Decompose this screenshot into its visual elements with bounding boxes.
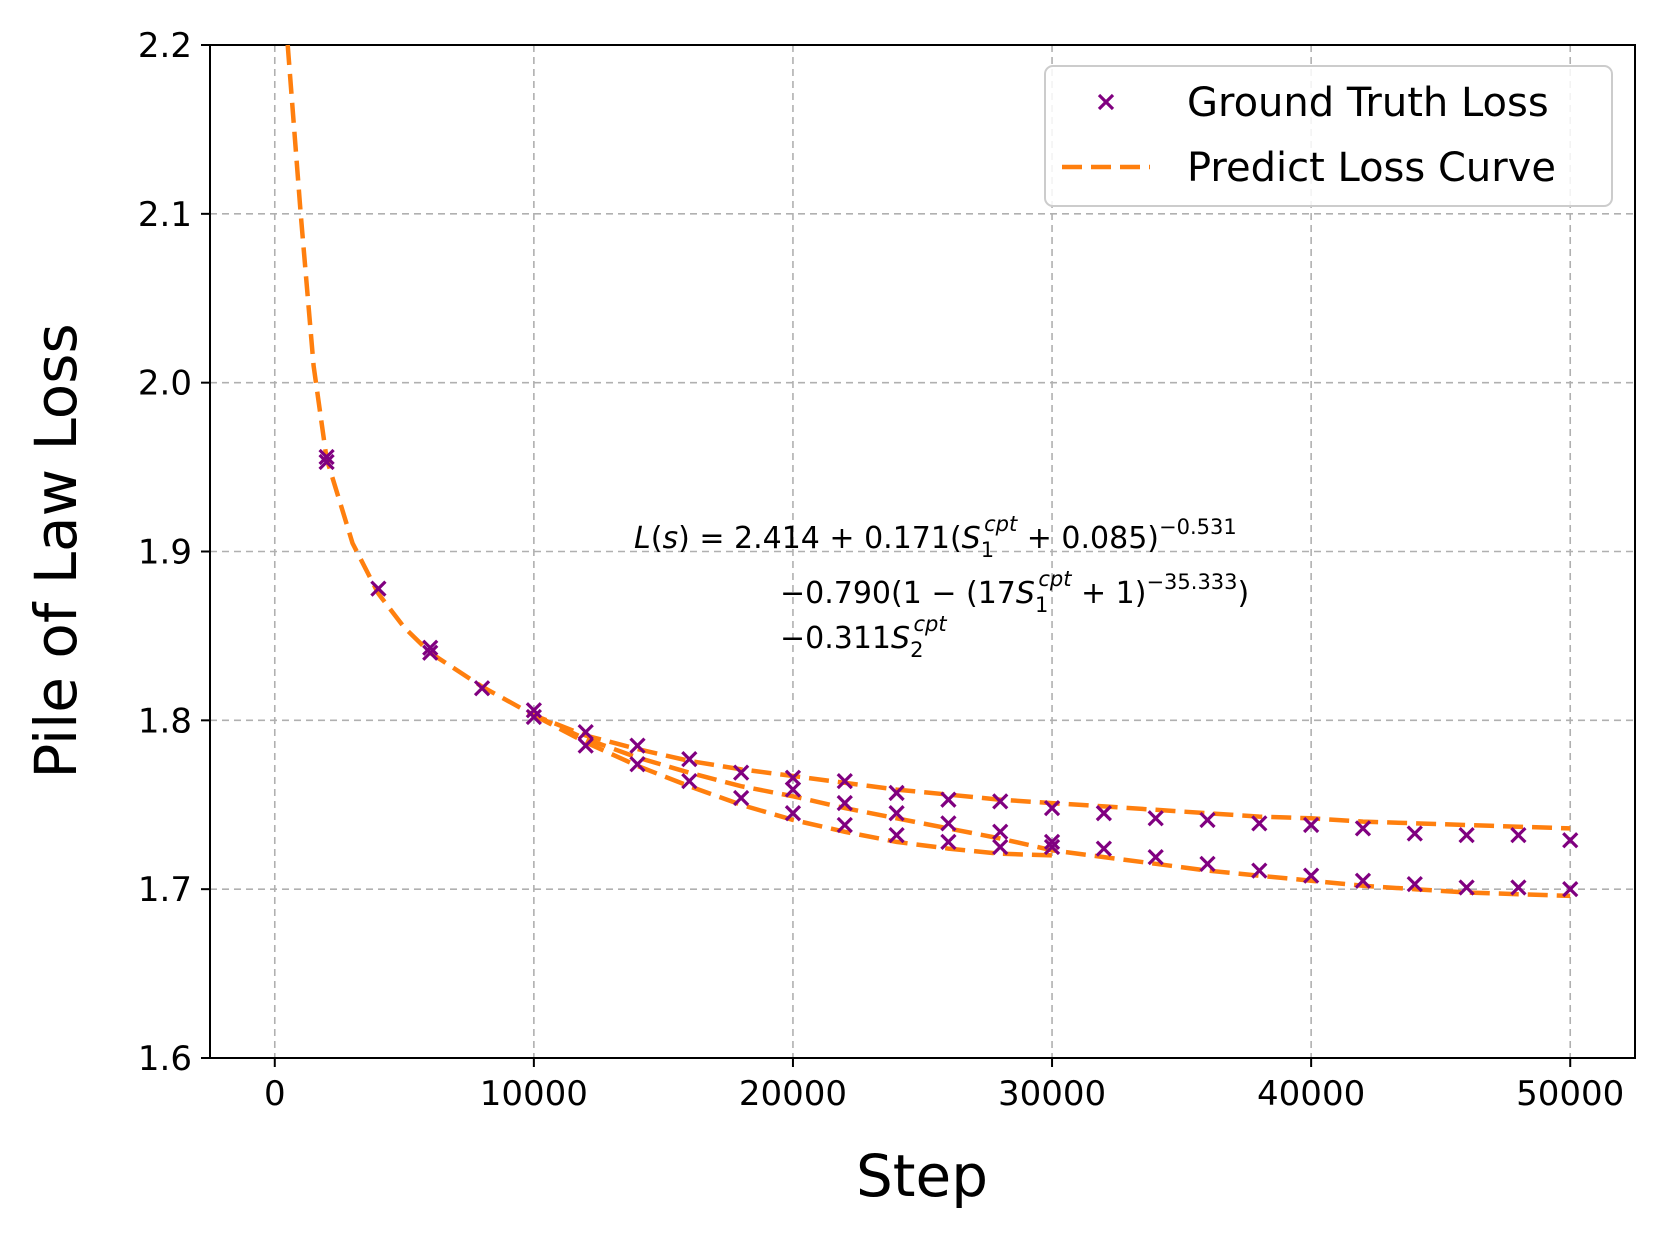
axis-ticks: 0 10000 20000 30000 40000 50000 1.6 1.7 1.8 1.9 2.… (138, 26, 1624, 1114)
ground-truth-point (733, 764, 750, 781)
predict-loss-curve (532, 713, 1053, 858)
ground-truth-point (1251, 815, 1268, 832)
x-tick-label: 50000 (1516, 1074, 1624, 1114)
ground-truth-point (888, 827, 905, 844)
ground-truth-point (1303, 816, 1320, 834)
ground-truth-point (629, 737, 646, 754)
ground-truth-point (1095, 840, 1112, 857)
y-tick-label: 2.0 (138, 364, 192, 404)
ground-truth-point (784, 805, 802, 822)
ground-truth-point (1562, 881, 1579, 898)
ground-truth-point (784, 781, 802, 798)
ground-truth-point (681, 772, 698, 790)
ground-truth-point (422, 639, 439, 656)
x-axis-title: Step (856, 1142, 988, 1210)
y-tick-label: 1.9 (138, 533, 192, 573)
legend: Ground Truth Loss Predict Loss Curve (1044, 65, 1613, 207)
ground-truth-point (733, 789, 750, 807)
ground-truth-point (992, 823, 1009, 840)
ground-truth-point (1147, 810, 1164, 827)
ground-truth-point (1251, 862, 1268, 879)
ground-truth-point (318, 448, 335, 466)
ground-truth-point (1199, 855, 1216, 872)
ground-truth-point (1510, 827, 1527, 844)
ground-truth-point (577, 724, 594, 741)
x-tick-label: 0 (264, 1074, 286, 1114)
x-tick-label: 10000 (480, 1074, 588, 1114)
legend-marker-ground-truth (1097, 93, 1115, 111)
ground-truth-point (473, 680, 491, 697)
ground-truth-point (1095, 805, 1112, 822)
predict-loss-curve (532, 713, 1571, 899)
equation-line-3: −0.311S2cpt (780, 612, 947, 662)
ground-truth-point (1354, 820, 1372, 837)
equation-line-1: L(s) = 2.414 + 0.171(S1cpt + 0.085)−0.53… (634, 512, 1237, 562)
y-tick-label: 1.7 (138, 870, 192, 910)
ground-truth-point (1510, 879, 1527, 896)
ground-truth-point (836, 816, 853, 834)
ground-truth-point (422, 644, 439, 661)
ground-truth-point (1199, 811, 1216, 829)
ground-truth-point (629, 756, 646, 773)
ground-truth-point (1303, 867, 1320, 884)
ground-truth-point (1043, 833, 1061, 851)
x-tick-label: 30000 (998, 1074, 1106, 1114)
legend-label-ground-truth: Ground Truth Loss (1187, 80, 1549, 126)
ground-truth-point (992, 793, 1009, 810)
y-tick-label: 2.2 (138, 26, 192, 66)
ground-truth-point (1043, 799, 1061, 817)
ground-truth-point (525, 702, 542, 719)
ground-truth-point (888, 784, 905, 802)
ground-truth-point (1406, 875, 1423, 893)
ground-truth-point (1458, 827, 1475, 844)
ground-truth-point (1147, 848, 1164, 866)
ground-truth-point (940, 791, 957, 808)
ground-truth-points (318, 448, 1579, 898)
ground-truth-point (525, 708, 542, 726)
ground-truth-point (836, 794, 853, 812)
y-tick-label: 1.6 (138, 1039, 192, 1079)
ground-truth-point (992, 838, 1009, 856)
ground-truth-point (940, 833, 957, 851)
ground-truth-point (577, 737, 594, 754)
ground-truth-point (784, 769, 802, 786)
y-tick-label: 1.8 (138, 701, 192, 741)
ground-truth-point (888, 805, 905, 822)
ground-truth-point (940, 815, 957, 832)
equation-line-2: −0.790(1 − (17S1cpt + 1)−35.333) (780, 567, 1249, 617)
ground-truth-point (836, 772, 853, 790)
ground-truth-point (370, 580, 387, 597)
ground-truth-point (1406, 825, 1423, 842)
ground-truth-point (1043, 838, 1061, 856)
ground-truth-point (318, 453, 335, 471)
y-axis-title: Pile of Law Loss (22, 323, 90, 778)
x-tick-label: 20000 (739, 1074, 847, 1114)
ground-truth-point (1354, 872, 1372, 889)
ground-truth-point (1458, 879, 1475, 896)
y-tick-label: 2.1 (138, 195, 192, 235)
ground-truth-point (681, 751, 698, 768)
x-tick-label: 40000 (1257, 1074, 1365, 1114)
legend-label-predict: Predict Loss Curve (1187, 145, 1556, 191)
legend-box (1044, 65, 1613, 207)
ground-truth-point (1562, 832, 1579, 849)
